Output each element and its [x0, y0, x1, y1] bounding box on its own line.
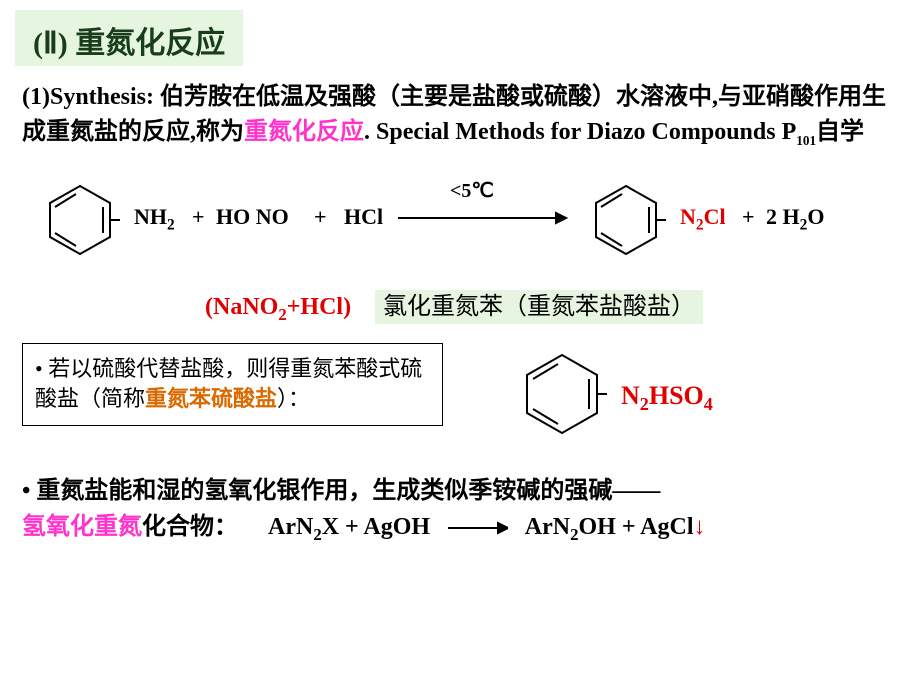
benzene-ring-2: [586, 180, 666, 260]
reaction-scheme: NH2 + HO NO + HCl <5℃ N2Cl + 2 H2O: [30, 172, 920, 282]
reagent-row: (NaNO2+HCl) 氯化重氮苯（重氮苯盐酸盐）: [0, 286, 920, 325]
reaction-condition: <5℃: [450, 178, 494, 203]
product-n2cl: N2Cl: [680, 204, 726, 234]
box-orange: 重氮苯硫酸盐: [145, 386, 277, 411]
box-b: ）：: [277, 386, 310, 411]
para1-sub: 101: [796, 133, 816, 148]
product-h2o: 2 H2O: [766, 204, 824, 234]
synthesis-paragraph: (1)Synthesis: 伯芳胺在低温及强酸（主要是盐酸或硫酸）水溶液中,与亚…: [22, 80, 898, 150]
product-name-label: 氯化重氮苯（重氮苯盐酸盐）: [375, 290, 703, 324]
sulfate-formula: N2HSO4: [621, 381, 713, 415]
plus-1: +: [192, 204, 205, 230]
reaction-arrow: [398, 208, 568, 228]
reaction-2: ArN2X + AgOH ArN2OH + AgCl↓: [268, 514, 706, 540]
sulfate-note-box: • 若以硫酸代替盐酸，则得重氮苯酸式硫酸盐（简称重氮苯硫酸盐）：: [22, 343, 443, 427]
reaction-2-arrow: [448, 521, 508, 535]
precipitate-arrow: ↓: [694, 514, 706, 540]
para1-c: 自学: [816, 119, 864, 145]
para1-b: . Special Methods for Diazo Compounds P: [364, 119, 796, 145]
reagent-label: (NaNO2+HCl): [205, 294, 357, 320]
para2-pink: 氢氧化重氮: [22, 514, 142, 540]
para2-b: 化合物：: [142, 514, 238, 540]
benzene-ring-1: [40, 180, 120, 260]
section-title-text: (Ⅱ) 重氮化反应: [33, 27, 225, 60]
agoh-paragraph: • 重氮盐能和湿的氢氧化银作用，生成类似季铵碱的强碱—— 氢氧化重氮化合物： A…: [22, 473, 898, 547]
para1-pink: 重氮化反应: [244, 119, 364, 145]
benzene-ring-3: [517, 349, 607, 439]
reactant-nh2: NH2: [134, 204, 175, 234]
plus-3: +: [742, 204, 755, 230]
plus-2: +: [314, 204, 327, 230]
sulfate-row: • 若以硫酸代替盐酸，则得重氮苯酸式硫酸盐（简称重氮苯硫酸盐）： N2HSO4: [0, 325, 920, 449]
reactant-hcl: HCl: [344, 204, 383, 230]
section-title: (Ⅱ) 重氮化反应: [15, 10, 243, 66]
sulfate-structure: N2HSO4: [517, 349, 797, 449]
reactant-hono: HO NO: [216, 204, 289, 230]
para2-a: • 重氮盐能和湿的氢氧化银作用，生成类似季铵碱的强碱——: [22, 478, 660, 504]
